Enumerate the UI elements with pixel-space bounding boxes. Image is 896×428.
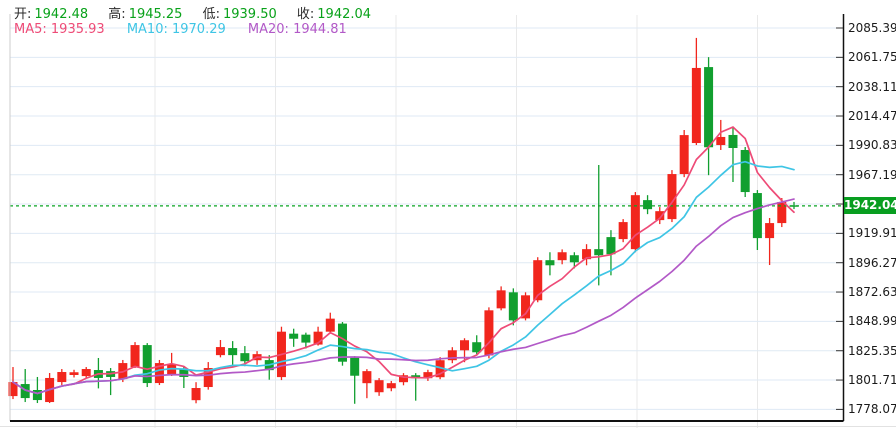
y-axis-label: 1848.99 [848,314,896,329]
candle-body[interactable] [557,252,567,261]
candle-body[interactable] [691,67,701,144]
candle-body[interactable] [667,174,677,220]
y-axis-label: 1990.83 [848,138,896,153]
candle-body[interactable] [704,67,714,148]
ma-readout: MA5: 1935.93 MA10: 1970.29 MA20: 1944.81 [14,22,365,37]
candle-body[interactable] [655,211,665,221]
y-axis-label: 1967.19 [848,167,896,182]
y-axis-label: 2014.47 [848,109,896,123]
candle-body[interactable] [386,383,396,389]
candle-body[interactable] [533,260,543,301]
candle-body[interactable] [728,134,738,148]
candle-body[interactable] [521,295,531,319]
candle-body[interactable] [142,345,152,384]
y-axis-label: 1919.91 [848,226,896,241]
ma5-readout: MA5: 1935.93 [14,22,105,37]
ma20-readout: MA20: 1944.81 [247,22,347,37]
y-axis-label: 1825.35 [848,343,896,358]
candle-body[interactable] [20,384,30,399]
candle-body[interactable] [411,375,421,379]
candle-body[interactable] [337,323,347,362]
candle-body[interactable] [301,334,311,343]
candle-body[interactable] [508,292,518,321]
candle-body[interactable] [399,375,408,383]
y-axis-label: 1801.71 [848,373,896,388]
candle-body[interactable] [569,255,579,263]
candle-body[interactable] [447,350,457,361]
candle-body[interactable] [69,372,79,375]
low-readout: 低: 1939.50 [202,7,277,22]
candle-body[interactable] [203,368,213,388]
candle-body[interactable] [154,363,164,384]
candle-body[interactable] [240,353,250,362]
candle-body[interactable] [606,237,616,255]
candle-body[interactable] [374,380,384,393]
candle-body[interactable] [313,331,323,345]
candle-body[interactable] [179,369,189,377]
candle-body[interactable] [545,260,555,266]
candle-body[interactable] [362,371,372,384]
candle-body[interactable] [191,388,201,401]
y-axis-label: 2085.39 [848,21,896,35]
candle-body[interactable] [472,342,482,353]
close-readout: 收: 1942.04 [296,7,372,22]
candle-body[interactable] [740,149,750,193]
candle-body[interactable] [496,290,506,309]
ma20-line [12,198,795,395]
high-readout: 高: 1945.25 [108,7,183,22]
ma10-line [12,160,795,395]
y-axis-label: 2038.11 [848,79,896,94]
candle-body[interactable] [777,201,787,224]
candle-body[interactable] [460,340,470,351]
candle-body[interactable] [484,310,494,356]
candle-body[interactable] [765,223,775,239]
y-axis-label: 1872.63 [848,285,896,300]
ohlc-readout: 开: 1942.48 高: 1945.25 低: 1939.50 收: 1942.04 [14,3,387,22]
current-price-tag: 1942.04 [844,197,896,215]
candle-body[interactable] [81,369,91,377]
y-axis-label: 2061.75 [848,50,896,65]
ma5-line [12,126,795,395]
candle-body[interactable] [289,333,299,339]
candle-body[interactable] [130,345,140,368]
candle-body[interactable] [752,193,762,239]
candle-body[interactable] [8,382,18,397]
candle-body[interactable] [630,195,640,250]
candle-body[interactable] [215,347,225,356]
candle-body[interactable] [350,357,360,376]
candle-body[interactable] [423,372,433,379]
candle-body[interactable] [643,200,653,210]
y-axis-label: 1896.27 [848,255,896,270]
candle-body[interactable] [679,135,689,175]
candle-body[interactable] [57,372,67,383]
candle-body[interactable] [618,222,628,240]
candle-body[interactable] [594,249,604,256]
candle-body[interactable] [582,249,592,260]
candle-body[interactable] [435,360,445,378]
candle-body[interactable] [325,318,335,332]
candle-body[interactable] [789,205,799,207]
candle-body[interactable] [716,136,726,146]
open-readout: 开: 1942.48 [14,7,89,22]
candle-body[interactable] [228,348,238,356]
ma10-readout: MA10: 1970.29 [126,22,226,37]
candle-body[interactable] [32,390,42,401]
y-axis-label: 1778.07 [848,402,896,417]
